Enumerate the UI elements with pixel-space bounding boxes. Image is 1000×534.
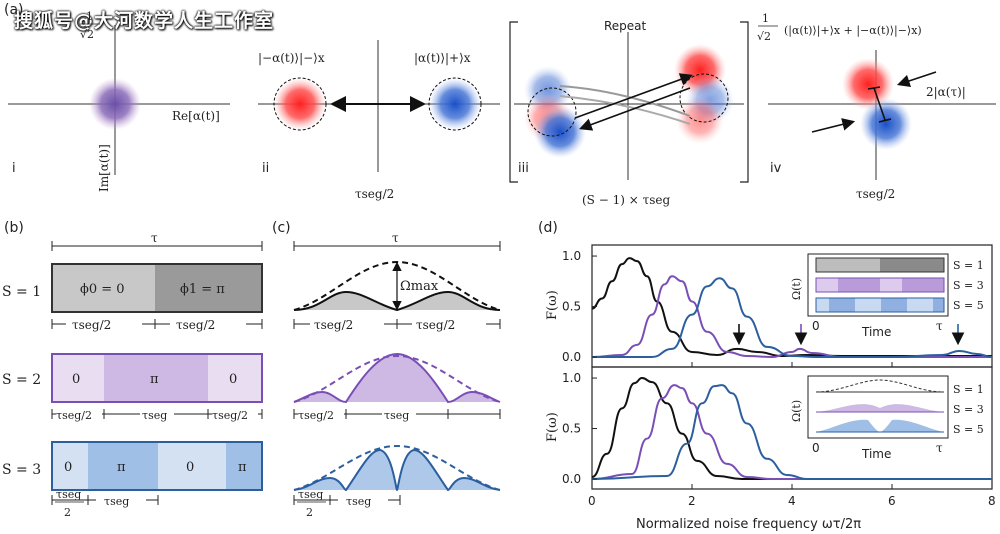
c-s2-full: τseg — [384, 409, 409, 422]
frac-bottom: √2 — [80, 28, 94, 41]
d-top-leg-s3: S = 3 — [953, 279, 984, 292]
d-xtick-label-2: 4 — [788, 494, 796, 508]
panel-c-label: (c) — [272, 220, 291, 236]
watermark: 搜狐号@大河数学人生工作室 — [14, 10, 275, 32]
c-s3-full: τseg — [346, 495, 371, 508]
b-s1-seg0: ϕ0 = 0 — [80, 282, 125, 297]
sub-label-ii: ii — [262, 161, 269, 176]
d-bottom-leg-s5: S = 5 — [953, 423, 984, 436]
ket-plus: |α(t)⟩|+⟩x — [414, 51, 471, 65]
d-xtick-label-1: 2 — [688, 494, 696, 508]
im-axis-label: Im[α(t)] — [97, 144, 111, 192]
d-bottom-inset-xlabel: Time — [861, 447, 891, 461]
panel-a-label: (a) — [4, 2, 24, 18]
blue-blob — [429, 78, 481, 130]
c-s2-half: τseg/2 — [298, 409, 334, 422]
b-s2-half-right: τseg/2 — [212, 409, 248, 422]
b-s2-seg0: 0 — [72, 372, 80, 387]
d-top-inset-ylabel: Ω(t) — [790, 278, 803, 300]
b-s3-seg0: 0 — [64, 460, 72, 475]
d-top-inset: Ω(t) Time 0 τ S = 1 S = 3 S = 5 — [790, 253, 984, 339]
c-half-right: τseg/2 — [416, 318, 455, 332]
b-s3-label: S = 3 — [2, 462, 41, 478]
repeat-time-label: (S − 1) × τseg — [582, 193, 670, 207]
d-panel1-ytick-label-1: 0.5 — [562, 422, 581, 436]
d-bottom-inset-ylabel: Ω(t) — [790, 400, 803, 422]
re-axis-label: Re[α(t)] — [172, 109, 220, 123]
d-panel1-series-2 — [591, 384, 992, 481]
d-bottom-inset-start: 0 — [812, 441, 820, 455]
panel-a-ii: |−α(t)⟩|−⟩x |α(t)⟩|+⟩x τseg/2 ii — [258, 40, 500, 201]
d-bottom-inset-end: τ — [936, 441, 943, 455]
tau-half-label: τseg/2 — [355, 187, 394, 201]
sub-label-iv: iv — [770, 161, 782, 176]
b-s3-frac-num: τseg — [56, 488, 81, 501]
panel-d-label: (d) — [538, 220, 558, 236]
d-top-leg-s1: S = 1 — [953, 259, 984, 272]
d-bottom-ylabel: F(ω) — [545, 412, 560, 442]
d-bottom-curves: 0.0 0.5 1.0 0 2 4 6 8 — [562, 371, 996, 508]
d-xtick-label-4: 8 — [988, 494, 996, 508]
c-tau: τ — [392, 231, 399, 245]
panel-b-label: (b) — [4, 220, 24, 236]
d-panel1-ytick-label-2: 1.0 — [562, 371, 581, 385]
d-top-leg-s5: S = 5 — [953, 299, 984, 312]
d-bottom-inset: Ω(t) Time 0 τ S = 1 S = 3 S = 5 — [790, 375, 984, 461]
b-s3-seg2: 0 — [186, 460, 194, 475]
iv-state: (|α(t)⟩|+⟩x + |−α(t)⟩|−⟩x) — [784, 24, 922, 38]
d-top-inset-xlabel: Time — [861, 325, 891, 339]
d-panel0-series-2 — [592, 277, 993, 358]
omega-max: Ωmax — [400, 279, 439, 294]
b-s1-seg1: ϕ1 = π — [180, 282, 225, 297]
d-panel1-ytick-label-0: 0.0 — [562, 472, 581, 486]
c-s3-frac-den: 2 — [306, 506, 313, 519]
iv-frac-top: 1 — [762, 12, 769, 25]
panel-d: (d) 0.0 0.5 1.0 0.0 0.5 1.0 0 2 4 6 8 F(ω) F(ω) N… — [538, 220, 996, 532]
b-s3-full: τseg — [104, 495, 129, 508]
iv-tau-half: τseg/2 — [856, 187, 895, 201]
d-panel0-series-0 — [591, 257, 992, 357]
ket-minus: |−α(t)⟩|−⟩x — [258, 51, 325, 65]
repeat-label: Repeat — [604, 19, 647, 33]
panel-a-i: 1 √2 Re[α(t)] Im[α(t)] i — [8, 10, 230, 192]
b-s3-frac-den: 2 — [64, 506, 71, 519]
b-s2-seg2: 0 — [229, 372, 237, 387]
b-s1-half-left: τseg/2 — [72, 318, 111, 332]
b-s1-half-right: τseg/2 — [176, 318, 215, 332]
d-top-ylabel: F(ω) — [545, 290, 560, 320]
coherent-state-blob — [89, 78, 141, 130]
d-panel0-ytick-label-1: 0.5 — [562, 300, 581, 314]
d-top-curves: 0.0 0.5 1.0 — [562, 249, 993, 367]
frac-top: 1 — [86, 10, 93, 23]
sub-label-i: i — [12, 161, 16, 176]
b-s2-seg1: π — [150, 372, 159, 387]
b-s2-half-left: τseg/2 — [56, 409, 92, 422]
b-s1-label: S = 1 — [2, 284, 41, 300]
panel-c: (c) τ Ωmax τseg/2 τseg/2 τseg/2 τseg — [272, 220, 501, 519]
d-xlabel: Normalized noise frequency ωτ/2π — [636, 517, 861, 532]
panel-a-iv: 1 √2 (|α(t)⟩|+⟩x + |−α(t)⟩|−⟩x) 2|α(τ)| … — [757, 12, 996, 201]
d-top-inset-end: τ — [936, 319, 943, 333]
d-xtick-label-0: 0 — [588, 494, 596, 508]
d-bottom-leg-s1: S = 1 — [953, 383, 984, 396]
d-bottom-leg-s3: S = 3 — [953, 403, 984, 416]
b-s2-full: τseg — [142, 409, 167, 422]
sub-label-iii: iii — [518, 161, 529, 176]
d-panel0-ytick-label-0: 0.0 — [562, 350, 581, 364]
d-xtick-label-3: 6 — [888, 494, 896, 508]
iv-frac-bottom: √2 — [757, 30, 771, 43]
c-half-left: τseg/2 — [314, 318, 353, 332]
b-s3-seg1: π — [117, 460, 126, 475]
panel-a-iii: Repeat (S − 1) × τseg iii — [509, 19, 749, 207]
b-s3-seg3: π — [238, 460, 247, 475]
red-blob — [274, 78, 326, 130]
d-panel0-ytick-label-2: 1.0 — [562, 249, 581, 263]
b-s2-label: S = 2 — [2, 372, 41, 388]
panel-b: (b) τ S = 1 ϕ0 = 0 ϕ1 = π τseg/2 τseg/2 … — [2, 220, 263, 519]
d-top-inset-start: 0 — [812, 319, 820, 333]
b-tau: τ — [151, 231, 158, 245]
two-alpha-label: 2|α(τ)| — [926, 85, 966, 99]
c-s3-frac-num: τseg — [298, 488, 323, 501]
